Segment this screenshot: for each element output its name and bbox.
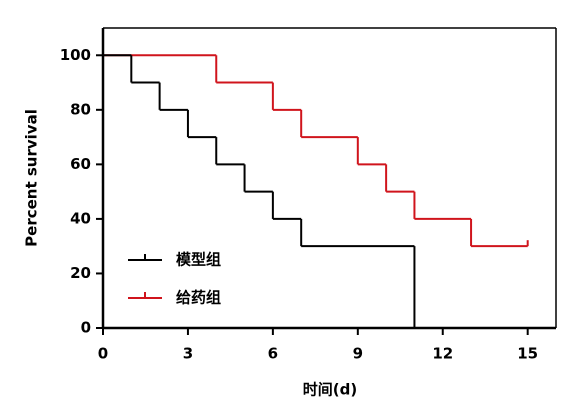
y-tick-label: 40 — [70, 209, 91, 227]
legend-label: 给药组 — [176, 289, 221, 307]
x-tick-label: 15 — [517, 345, 538, 363]
x-tick-label: 9 — [353, 345, 363, 363]
x-tick-label: 12 — [432, 345, 453, 363]
y-tick-label: 0 — [81, 319, 91, 337]
legend-label: 模型组 — [176, 251, 221, 269]
y-tick-label: 20 — [70, 264, 91, 282]
y-tick-label: 60 — [70, 155, 91, 173]
x-tick-label: 6 — [268, 345, 278, 363]
x-tick-label: 0 — [98, 345, 108, 363]
x-axis-label: 时间(d) — [303, 381, 357, 399]
y-axis-label: Percent survival — [23, 109, 41, 247]
y-tick-label: 100 — [60, 46, 91, 64]
x-tick-label: 3 — [183, 345, 193, 363]
y-tick-label: 80 — [70, 100, 91, 118]
